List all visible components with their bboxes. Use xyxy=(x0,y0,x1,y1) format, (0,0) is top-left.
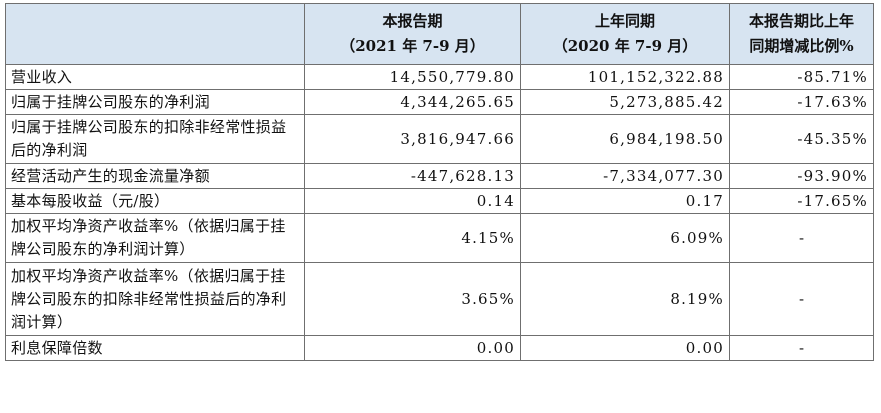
header-current-title: 本报告期 xyxy=(382,12,443,30)
row-label: 加权平均净资产收益率%（依据归属于挂牌公司股东的净利润计算） xyxy=(5,213,305,263)
current-value: 0.00 xyxy=(304,335,521,361)
prior-value: 101,152,322.88 xyxy=(520,64,730,90)
header-prior-range: （2020 年 7-9 月） xyxy=(552,37,698,55)
header-prior-title: 上年同期 xyxy=(594,12,655,30)
current-value: 4,344,265.65 xyxy=(304,89,521,115)
current-value: 3,816,947.66 xyxy=(304,114,521,164)
change-value: -17.65% xyxy=(729,188,874,214)
row-label: 归属于挂牌公司股东的净利润 xyxy=(5,89,305,115)
prior-value: 8.19% xyxy=(520,262,730,336)
table-row: 营业收入 14,550,779.80 101,152,322.88 -85.71… xyxy=(5,64,874,90)
table-row: 经营活动产生的现金流量净额 -447,628.13 -7,334,077.30 … xyxy=(5,163,874,189)
prior-value: 5,273,885.42 xyxy=(520,89,730,115)
change-value: - xyxy=(729,262,874,336)
current-value: 0.14 xyxy=(304,188,521,214)
current-value: 4.15% xyxy=(304,213,521,263)
prior-value: 0.00 xyxy=(520,335,730,361)
table-row: 归属于挂牌公司股东的净利润 4,344,265.65 5,273,885.42 … xyxy=(5,89,874,115)
header-current-range: （2021 年 7-9 月） xyxy=(340,37,485,55)
header-change-line1: 本报告期比上年 xyxy=(748,12,854,30)
change-value: - xyxy=(729,213,874,263)
header-row: 本报告期 （2021 年 7-9 月） 上年同期 （2020 年 7-9 月） … xyxy=(5,3,874,65)
prior-value: 0.17 xyxy=(520,188,730,214)
table-row: 加权平均净资产收益率%（依据归属于挂牌公司股东的净利润计算） 4.15% 6.0… xyxy=(5,213,874,263)
header-label-cell xyxy=(5,3,305,65)
current-value: 14,550,779.80 xyxy=(304,64,521,90)
change-value: -85.71% xyxy=(729,64,874,90)
table-row: 基本每股收益（元/股） 0.14 0.17 -17.65% xyxy=(5,188,874,214)
table-row: 归属于挂牌公司股东的扣除非经常性损益后的净利润 3,816,947.66 6,9… xyxy=(5,114,874,164)
header-change: 本报告期比上年 同期增减比例% xyxy=(729,3,874,65)
financial-summary-table: 本报告期 （2021 年 7-9 月） 上年同期 （2020 年 7-9 月） … xyxy=(5,3,874,361)
table-row: 加权平均净资产收益率%（依据归属于挂牌公司股东的扣除非经常性损益后的净利润计算）… xyxy=(5,262,874,336)
table-row: 利息保障倍数 0.00 0.00 - xyxy=(5,335,874,361)
row-label: 归属于挂牌公司股东的扣除非经常性损益后的净利润 xyxy=(5,114,305,164)
row-label: 利息保障倍数 xyxy=(5,335,305,361)
current-value: -447,628.13 xyxy=(304,163,521,189)
row-label: 经营活动产生的现金流量净额 xyxy=(5,163,305,189)
header-prior-period: 上年同期 （2020 年 7-9 月） xyxy=(520,3,730,65)
prior-value: 6,984,198.50 xyxy=(520,114,730,164)
change-value: -45.35% xyxy=(729,114,874,164)
prior-value: -7,334,077.30 xyxy=(520,163,730,189)
row-label: 加权平均净资产收益率%（依据归属于挂牌公司股东的扣除非经常性损益后的净利润计算） xyxy=(5,262,305,336)
header-change-line2: 同期增减比例% xyxy=(749,37,854,55)
prior-value: 6.09% xyxy=(520,213,730,263)
header-current-period: 本报告期 （2021 年 7-9 月） xyxy=(304,3,521,65)
change-value: - xyxy=(729,335,874,361)
row-label: 营业收入 xyxy=(5,64,305,90)
current-value: 3.65% xyxy=(304,262,521,336)
row-label: 基本每股收益（元/股） xyxy=(5,188,305,214)
change-value: -17.63% xyxy=(729,89,874,115)
change-value: -93.90% xyxy=(729,163,874,189)
